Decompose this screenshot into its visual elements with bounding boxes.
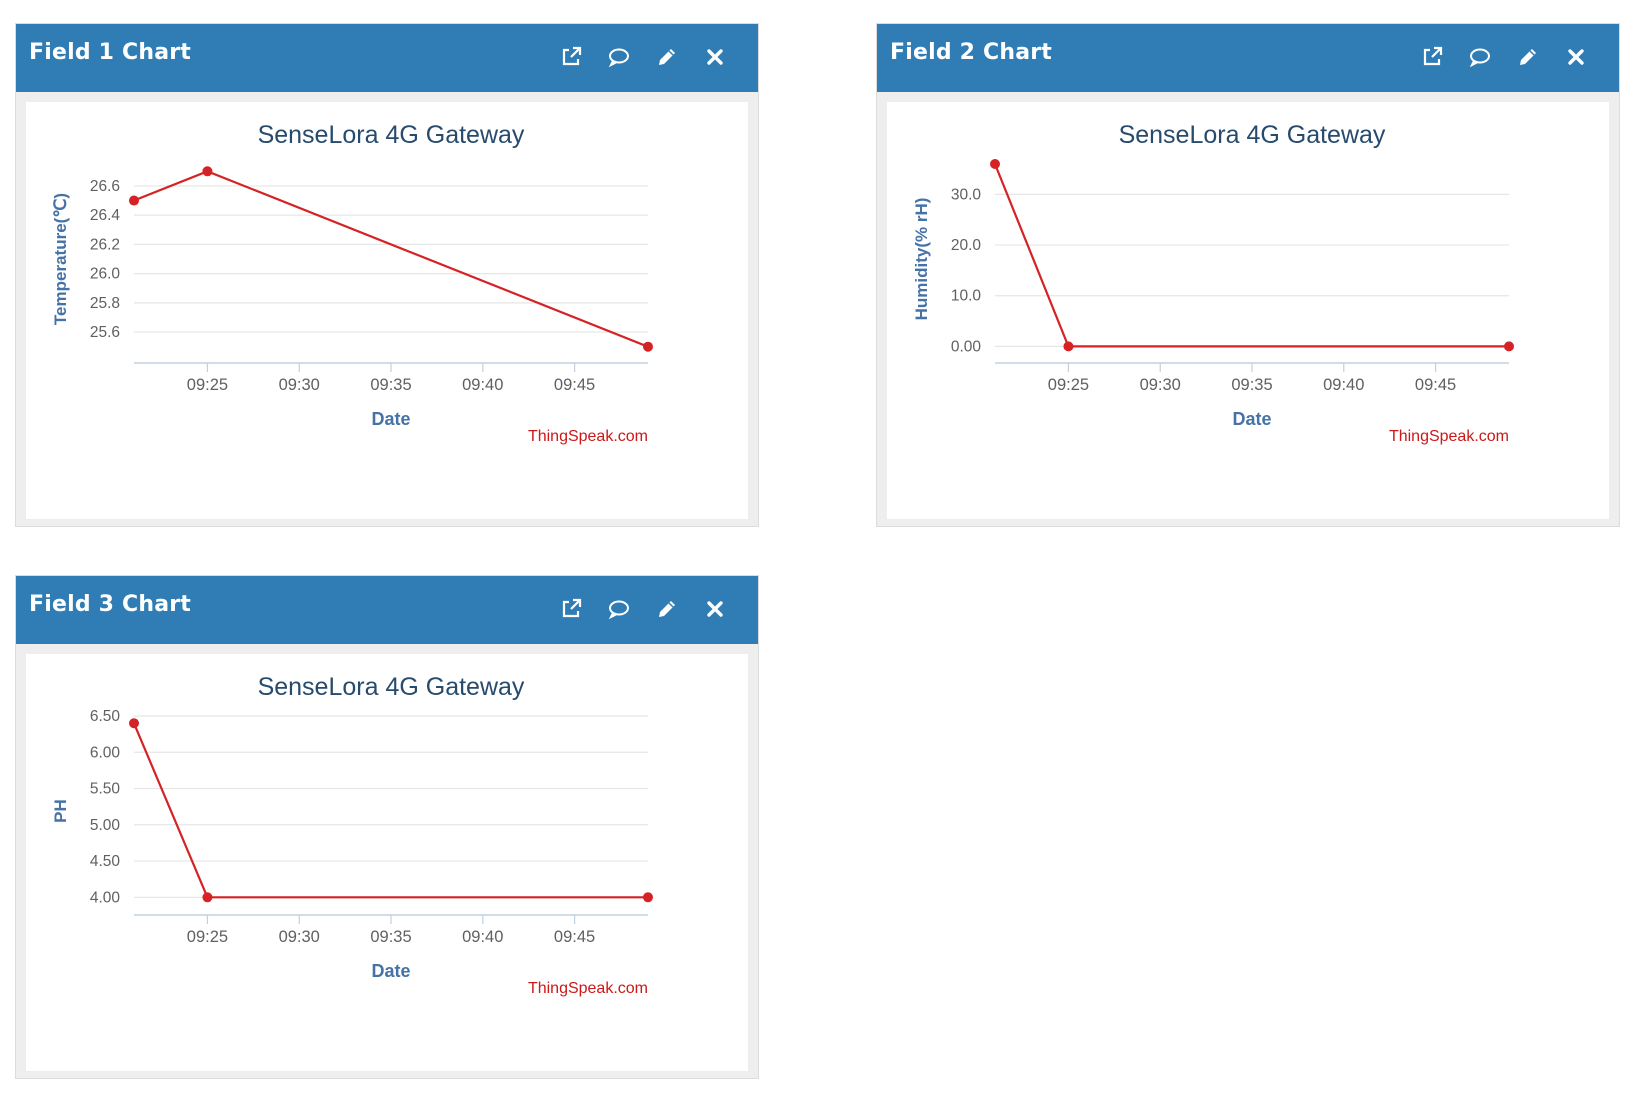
y-tick-label: 26.6 xyxy=(90,178,120,195)
x-tick-label: 09:45 xyxy=(1415,376,1456,394)
widget-title: Field 1 Chart xyxy=(29,40,192,65)
data-point xyxy=(202,166,213,177)
widget-header: Field 2 Chart xyxy=(877,24,1619,92)
data-point xyxy=(990,159,1000,169)
close-icon[interactable] xyxy=(702,44,728,70)
y-tick-label: 5.00 xyxy=(90,817,121,834)
y-tick-label: 26.4 xyxy=(90,207,121,224)
y-tick-label: 26.2 xyxy=(90,236,120,253)
y-tick-label: 0.00 xyxy=(951,338,982,355)
data-point xyxy=(643,341,653,352)
y-tick-label: 10.0 xyxy=(951,288,982,305)
y-tick-label: 26.0 xyxy=(90,266,121,283)
chart-title: SenseLora 4G Gateway xyxy=(258,673,525,701)
chart-title: SenseLora 4G Gateway xyxy=(258,121,525,149)
external-link-icon[interactable] xyxy=(558,44,584,70)
data-point xyxy=(1504,341,1514,352)
data-point xyxy=(202,892,213,903)
close-icon[interactable] xyxy=(702,596,728,622)
x-tick-label: 09:40 xyxy=(462,928,503,946)
x-tick-label: 09:25 xyxy=(1048,376,1089,394)
chart-area: SenseLora 4G Gateway 0.00 10.0 20.0 30.0 09:2… xyxy=(887,102,1609,519)
x-tick-label: 09:25 xyxy=(187,928,228,946)
series-line xyxy=(132,722,648,899)
widget-toolbar xyxy=(558,44,728,74)
widget-header: Field 3 Chart xyxy=(16,576,758,644)
chart-area: SenseLora 4G Gateway 4.00 4.50 5.00 5.50 6.00… xyxy=(26,654,748,1071)
data-point xyxy=(643,892,653,903)
field-1-chart-widget: Field 1 Chart SenseLora 4G Gateway 25.6 25… xyxy=(15,23,759,527)
thingspeak-credit: ThingSpeak.com xyxy=(1389,428,1509,445)
y-axis-title: Temperature(℃) xyxy=(51,193,70,325)
x-tick-label: 09:45 xyxy=(554,928,595,946)
x-tick-label: 09:40 xyxy=(462,376,503,394)
pencil-icon[interactable] xyxy=(654,596,680,622)
comment-icon[interactable] xyxy=(1467,44,1493,70)
line-chart: SenseLora 4G Gateway 0.00 10.0 20.0 30.0 09:2… xyxy=(912,121,1514,445)
y-axis-title: PH xyxy=(51,799,70,823)
close-icon[interactable] xyxy=(1563,44,1589,70)
chart-title: SenseLora 4G Gateway xyxy=(1119,121,1386,149)
x-tick-label: 09:45 xyxy=(554,376,595,394)
y-tick-label: 6.00 xyxy=(90,744,121,761)
x-tick-label: 09:30 xyxy=(279,376,320,394)
x-tick-label: 09:40 xyxy=(1323,376,1364,394)
y-axis-title: Humidity(% rH) xyxy=(912,198,931,321)
line-chart: SenseLora 4G Gateway 25.6 25.8 26.0 26.2 26.4… xyxy=(51,121,653,445)
widget-toolbar xyxy=(558,596,728,626)
x-tick-label: 09:35 xyxy=(370,376,411,394)
comment-icon[interactable] xyxy=(606,596,632,622)
x-axis-title: Date xyxy=(371,409,410,429)
x-tick-label: 09:30 xyxy=(1140,376,1181,394)
widget-header: Field 1 Chart xyxy=(16,24,758,92)
y-tick-label: 4.00 xyxy=(90,889,121,906)
x-tick-label: 09:35 xyxy=(370,928,411,946)
line-chart: SenseLora 4G Gateway 4.00 4.50 5.00 5.50 6.00… xyxy=(51,673,653,997)
x-tick-label: 09:30 xyxy=(279,928,320,946)
series-line xyxy=(993,163,1509,348)
y-tick-label: 25.6 xyxy=(90,324,120,341)
external-link-icon[interactable] xyxy=(1419,44,1445,70)
field-2-chart-widget: Field 2 Chart SenseLora 4G Gateway 0.00 10… xyxy=(876,23,1620,527)
pencil-icon[interactable] xyxy=(654,44,680,70)
thingspeak-credit: ThingSpeak.com xyxy=(528,428,648,445)
y-tick-label: 4.50 xyxy=(90,853,121,870)
chart-area: SenseLora 4G Gateway 25.6 25.8 26.0 26.2 26.4… xyxy=(26,102,748,519)
widget-title: Field 2 Chart xyxy=(890,40,1053,65)
x-tick-label: 09:25 xyxy=(187,376,228,394)
series-line xyxy=(133,170,649,348)
data-point xyxy=(129,718,139,729)
y-tick-label: 25.8 xyxy=(90,295,120,312)
data-point xyxy=(129,195,139,206)
comment-icon[interactable] xyxy=(606,44,632,70)
y-tick-label: 5.50 xyxy=(90,781,121,798)
widget-title: Field 3 Chart xyxy=(29,592,192,617)
external-link-icon[interactable] xyxy=(558,596,584,622)
x-tick-label: 09:35 xyxy=(1231,376,1272,394)
thingspeak-credit: ThingSpeak.com xyxy=(528,980,648,997)
y-tick-label: 6.50 xyxy=(90,708,121,725)
widget-toolbar xyxy=(1419,44,1589,74)
y-tick-label: 20.0 xyxy=(951,237,982,254)
x-axis-title: Date xyxy=(371,961,410,981)
x-axis-title: Date xyxy=(1232,409,1271,429)
field-3-chart-widget: Field 3 Chart SenseLora 4G Gateway 4.00 4.… xyxy=(15,575,759,1079)
y-tick-label: 30.0 xyxy=(951,186,982,203)
data-point xyxy=(1063,341,1074,352)
pencil-icon[interactable] xyxy=(1515,44,1541,70)
